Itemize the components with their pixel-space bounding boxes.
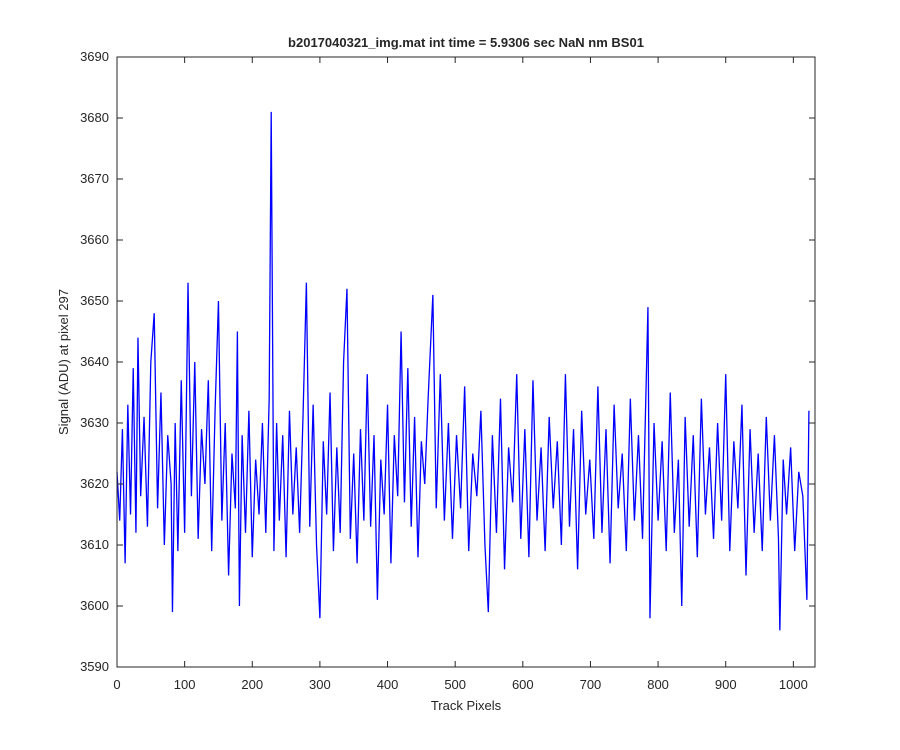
x-tick-label: 1000 bbox=[779, 677, 808, 692]
y-tick-label: 3660 bbox=[80, 232, 109, 247]
y-tick-label: 3670 bbox=[80, 171, 109, 186]
y-tick-label: 3640 bbox=[80, 354, 109, 369]
y-tick-label: 3650 bbox=[80, 293, 109, 308]
y-tick-label: 3690 bbox=[80, 49, 109, 64]
data-line bbox=[116, 111, 810, 631]
x-tick-label: 0 bbox=[113, 677, 120, 692]
x-tick-label: 200 bbox=[241, 677, 263, 692]
plot-area bbox=[117, 57, 815, 667]
x-tick-label: 600 bbox=[512, 677, 534, 692]
y-tick-label: 3680 bbox=[80, 110, 109, 125]
x-tick-label: 900 bbox=[715, 677, 737, 692]
x-tick-label: 300 bbox=[309, 677, 331, 692]
x-tick-label: 700 bbox=[580, 677, 602, 692]
chart-title: b2017040321_img.mat int time = 5.9306 se… bbox=[288, 35, 644, 50]
y-tick-label: 3600 bbox=[80, 598, 109, 613]
y-tick-label: 3630 bbox=[80, 415, 109, 430]
x-tick-label: 100 bbox=[174, 677, 196, 692]
x-tick-label: 800 bbox=[647, 677, 669, 692]
x-axis-label: Track Pixels bbox=[431, 698, 502, 713]
x-tick-label: 500 bbox=[444, 677, 466, 692]
y-tick-label: 3590 bbox=[80, 659, 109, 674]
y-tick-label: 3610 bbox=[80, 537, 109, 552]
x-tick-label: 400 bbox=[377, 677, 399, 692]
y-axis-label: Signal (ADU) at pixel 297 bbox=[56, 289, 71, 435]
axes-box bbox=[116, 56, 816, 668]
y-tick-label: 3620 bbox=[80, 476, 109, 491]
